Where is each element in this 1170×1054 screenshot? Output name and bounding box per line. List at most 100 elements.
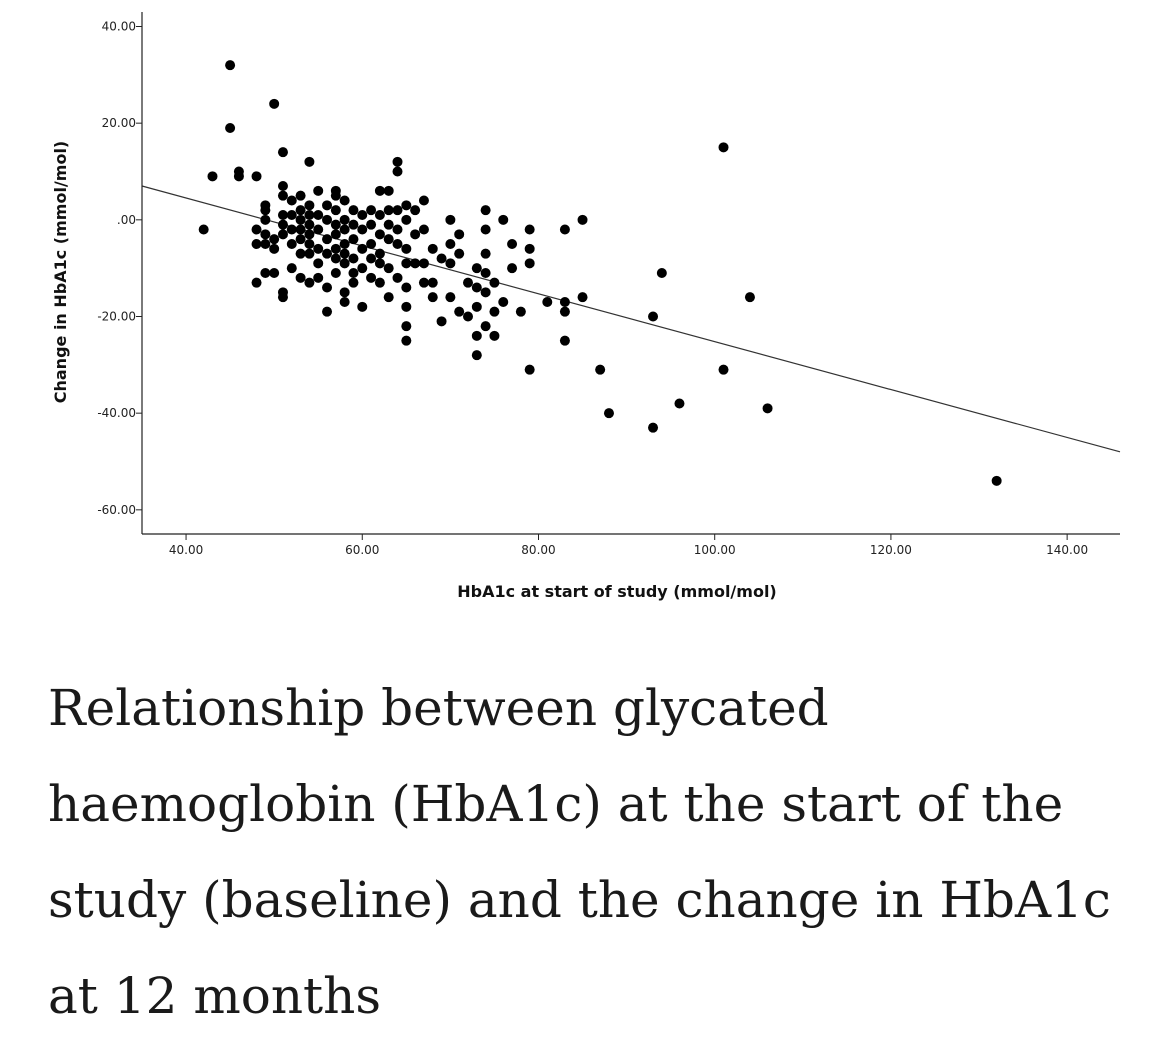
data-point <box>515 306 526 317</box>
data-point <box>374 229 385 240</box>
data-point <box>269 98 280 109</box>
data-point <box>436 253 447 264</box>
data-point <box>374 248 385 259</box>
data-point <box>366 272 377 283</box>
x-tick-label: 60.00 <box>345 543 379 557</box>
data-point <box>489 306 500 317</box>
data-point <box>401 243 412 254</box>
y-tick-label: 40.00 <box>102 20 136 34</box>
data-point <box>383 234 394 245</box>
data-point <box>260 239 271 249</box>
data-point <box>330 205 341 216</box>
data-point <box>383 185 394 196</box>
data-point <box>286 210 297 220</box>
data-point <box>656 268 667 278</box>
data-point <box>427 243 438 254</box>
data-point <box>445 214 456 225</box>
data-point <box>233 166 244 177</box>
data-point <box>339 248 350 259</box>
data-point <box>392 239 403 249</box>
data-point <box>454 248 465 259</box>
data-point <box>304 210 315 220</box>
data-point <box>524 224 535 235</box>
data-point <box>251 277 262 288</box>
data-point <box>401 335 412 346</box>
data-point <box>392 205 403 216</box>
data-point <box>559 335 570 346</box>
data-point <box>366 219 377 230</box>
data-point <box>304 239 315 249</box>
data-point <box>471 282 482 293</box>
data-point <box>313 185 324 196</box>
data-point <box>322 306 333 317</box>
x-axis-title: HbA1c at start of study (mmol/mol) <box>457 582 776 601</box>
data-point <box>295 190 306 201</box>
data-point <box>991 475 1002 486</box>
data-point <box>339 258 350 269</box>
data-point <box>577 214 588 225</box>
data-point <box>445 239 456 249</box>
data-point <box>559 224 570 235</box>
data-point <box>304 156 315 167</box>
data-point <box>348 268 359 278</box>
data-point <box>603 408 614 419</box>
data-point <box>507 263 518 274</box>
data-point <box>295 248 306 259</box>
data-point <box>383 219 394 230</box>
data-point <box>401 214 412 225</box>
data-point <box>269 268 280 278</box>
data-point <box>322 234 333 245</box>
data-point <box>304 248 315 259</box>
data-point <box>286 239 297 249</box>
data-point <box>357 301 368 312</box>
data-point <box>418 277 429 288</box>
data-point <box>471 350 482 361</box>
y-tick-label: -40.00 <box>97 406 136 420</box>
data-point <box>418 258 429 269</box>
data-point <box>277 219 288 230</box>
data-point <box>383 205 394 216</box>
data-point <box>277 292 288 303</box>
data-point <box>225 60 236 71</box>
data-point <box>498 214 509 225</box>
data-point <box>383 292 394 303</box>
data-point <box>357 263 368 274</box>
data-point <box>357 243 368 254</box>
data-point <box>260 229 271 240</box>
data-point <box>348 277 359 288</box>
data-point <box>401 258 412 269</box>
y-axis-title: Change in HbA1c (mmol/mol) <box>51 141 70 404</box>
scatter-chart: 40.00 20.00 .00 -20.00 -40.00 -60.00 40.00 60.… <box>51 12 1121 601</box>
data-point <box>674 398 685 409</box>
data-point <box>366 239 377 249</box>
data-point <box>410 205 421 216</box>
data-point <box>304 219 315 230</box>
data-point <box>322 214 333 225</box>
data-point <box>339 287 350 298</box>
data-point <box>471 330 482 341</box>
data-point <box>313 258 324 269</box>
data-point <box>524 243 535 254</box>
data-point <box>330 243 341 254</box>
data-point <box>374 210 385 220</box>
data-point <box>744 292 755 303</box>
data-point <box>471 301 482 312</box>
data-point <box>471 263 482 274</box>
data-point <box>410 229 421 240</box>
figure-caption: Relationship between glycated haemoglobi… <box>48 679 1111 1025</box>
data-point <box>463 277 473 288</box>
data-point <box>401 282 412 293</box>
data-point <box>480 268 491 278</box>
data-point <box>427 277 438 288</box>
data-point <box>304 200 315 211</box>
data-point <box>207 171 218 182</box>
data-point <box>489 330 500 341</box>
data-point <box>339 195 350 206</box>
data-point <box>339 239 350 249</box>
x-tick-label: 80.00 <box>521 543 555 557</box>
data-point <box>392 156 403 167</box>
data-point <box>348 253 359 264</box>
data-point <box>454 306 465 317</box>
data-point <box>348 219 359 230</box>
data-point <box>577 292 588 303</box>
